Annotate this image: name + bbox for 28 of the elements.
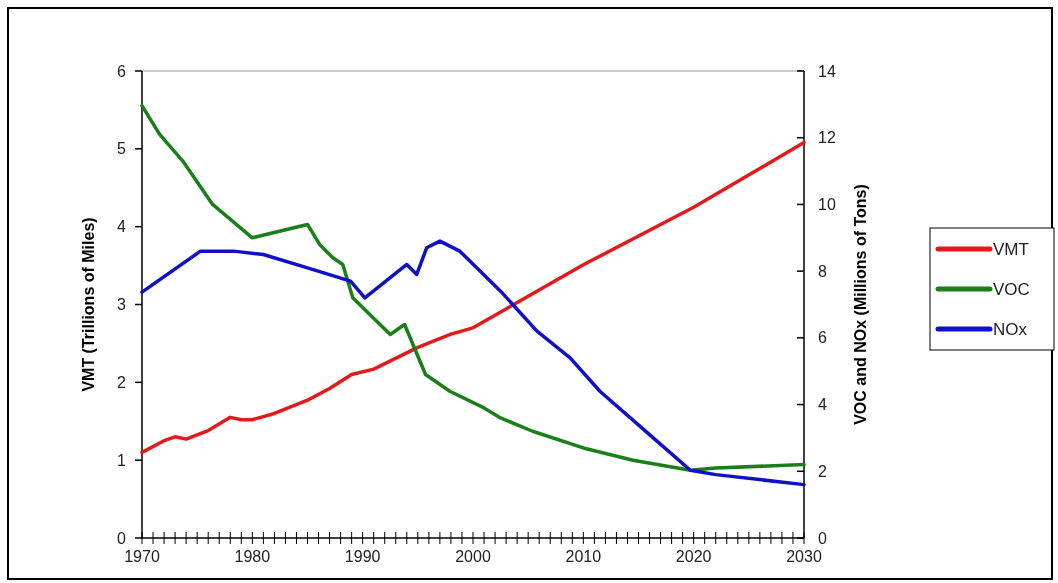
y-tick-label: 0 xyxy=(117,529,127,547)
y2-tick-label: 0 xyxy=(818,529,827,547)
y2-tick-label: 14 xyxy=(818,62,836,80)
y2-tick-label: 2 xyxy=(818,462,827,480)
y2-tick-label: 12 xyxy=(818,129,836,147)
legend-label: VMT xyxy=(993,239,1029,259)
y2-tick-label: 10 xyxy=(818,196,836,214)
x-tick-label: 1980 xyxy=(234,548,271,565)
x-tick-label: 2030 xyxy=(786,548,822,565)
y-tick-label: 1 xyxy=(117,451,127,469)
y-tick-label: 6 xyxy=(117,62,127,80)
y-tick-label: 4 xyxy=(117,218,127,236)
legend-label: VOC xyxy=(993,279,1030,299)
y-axis-title: VMT (Trillions of Miles) xyxy=(80,217,97,392)
x-tick-label: 1970 xyxy=(124,548,160,565)
x-tick-label: 1990 xyxy=(344,548,381,565)
y-tick-label: 3 xyxy=(117,296,127,314)
line-series xyxy=(140,239,806,487)
y2-tick-label: 4 xyxy=(818,396,827,414)
y-tick-label: 5 xyxy=(117,140,127,158)
x-tick-label: 2020 xyxy=(675,548,712,565)
legend-label: NOx xyxy=(993,319,1028,339)
x-tick-label: 2010 xyxy=(565,548,602,565)
y-tick-label: 2 xyxy=(117,373,127,391)
x-tick-label: 2000 xyxy=(455,548,491,565)
y2-axis-title: VOC and NOx (Millions of Tons) xyxy=(852,184,869,425)
y2-tick-label: 6 xyxy=(818,329,827,347)
y2-tick-label: 8 xyxy=(818,262,827,280)
